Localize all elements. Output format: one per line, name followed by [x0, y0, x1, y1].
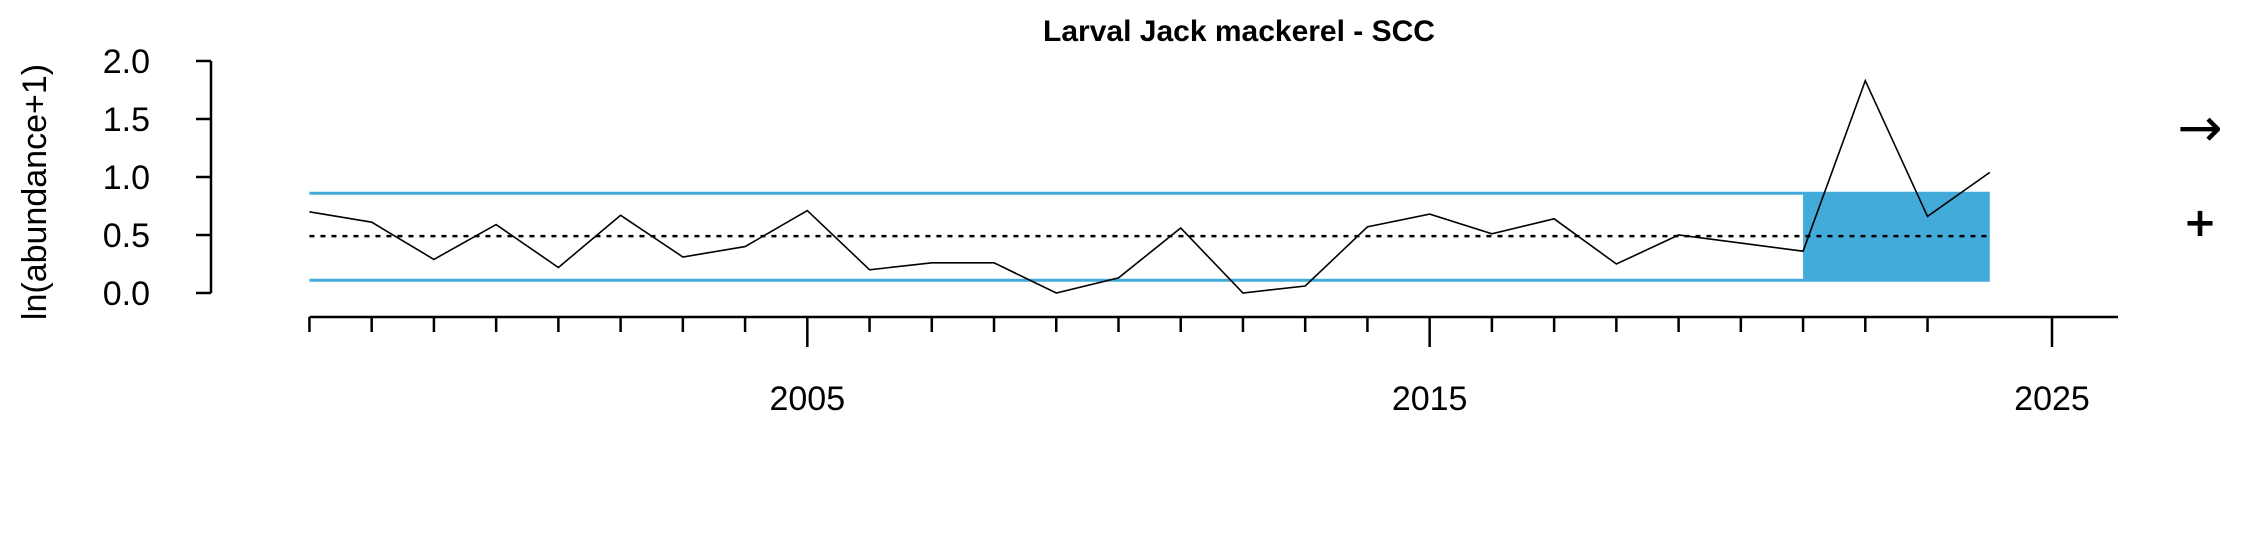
trend-arrow-icon: → — [2177, 96, 2222, 159]
x-tick-label: 2015 — [1392, 380, 1468, 418]
x-tick-label: 2005 — [769, 380, 845, 418]
y-tick-label: 0.5 — [103, 217, 150, 255]
mean-plus-icon: + — [2183, 200, 2217, 246]
series-line — [309, 78, 1991, 294]
y-tick-label: 1.5 — [103, 101, 150, 139]
x-axis: 2005 2015 2025 — [308, 315, 2118, 418]
y-tick-label: 2.0 — [103, 43, 150, 81]
chart-title: Larval Jack mackerel - SCC — [1043, 15, 1435, 48]
y-axis: 0.0 0.5 1.0 1.5 2.0 — [103, 43, 213, 313]
y-tick-label: 1.0 — [103, 159, 150, 197]
y-axis-label: ln(abundance+1) — [16, 64, 54, 320]
y-tick-label: 0.0 — [103, 275, 150, 313]
x-tick-label: 2025 — [2014, 380, 2090, 418]
plot-area — [309, 78, 1991, 294]
